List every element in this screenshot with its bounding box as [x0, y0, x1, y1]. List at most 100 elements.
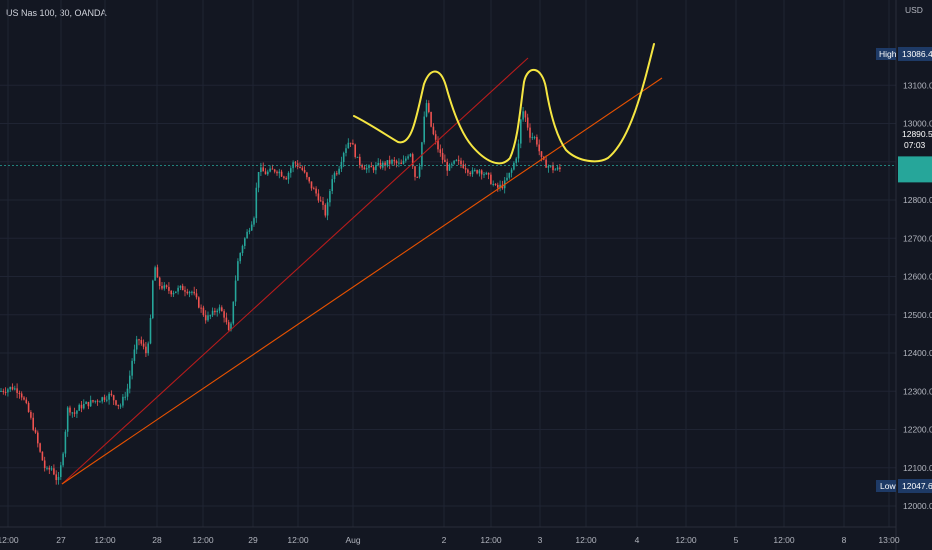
candle-body [211, 310, 214, 316]
candle-body [131, 360, 133, 376]
candle-body [437, 139, 439, 150]
candle-body [232, 301, 235, 324]
candle-body [246, 231, 248, 239]
red-trendline[interactable] [61, 57, 529, 485]
candle-body [133, 349, 136, 361]
candle-body [186, 291, 189, 294]
candle-body [175, 291, 177, 293]
candle-body [129, 375, 131, 389]
candle-body [191, 291, 193, 293]
candle-body [257, 171, 260, 188]
candle-body [391, 159, 393, 164]
candle-body [409, 154, 412, 157]
candle-body [322, 201, 324, 205]
x-tick-label: 4 [635, 535, 640, 545]
candle-body [209, 315, 212, 317]
candle-body [349, 142, 352, 144]
candle-body [149, 318, 152, 344]
candle-body [405, 158, 407, 161]
symbol-title: US Nas 100, 30, OANDA [6, 8, 107, 18]
high-value: 13086.4 [902, 49, 932, 59]
candle-body [154, 267, 156, 281]
candle-body [214, 310, 216, 313]
candle-body [172, 292, 175, 295]
candle-body [485, 172, 488, 175]
candle-body [244, 238, 246, 246]
candle-body [230, 323, 232, 331]
candle-body [106, 399, 108, 401]
candle-body [425, 103, 428, 117]
x-tick-label: 28 [152, 535, 162, 545]
candle-body [446, 162, 448, 171]
candle-body [55, 474, 57, 481]
candle-body [184, 290, 186, 292]
candle-body [227, 322, 230, 331]
candle-body [216, 310, 218, 313]
candle-body [423, 116, 425, 143]
candle-body [165, 285, 168, 287]
candle-body [152, 280, 154, 319]
candle-body [414, 166, 416, 177]
candlesticks [0, 99, 561, 485]
candle-body [352, 143, 354, 145]
orange-trendline[interactable] [61, 77, 663, 485]
candle-body [361, 165, 363, 168]
y-tick-label: 12500.0 [903, 310, 932, 320]
candle-body [122, 396, 124, 406]
candle-body [16, 388, 18, 393]
candle-body [559, 167, 561, 170]
candle-body [471, 170, 474, 175]
candle-body [11, 386, 14, 390]
candle-body [280, 171, 283, 177]
candle-body [147, 343, 149, 354]
candle-body [395, 161, 398, 164]
candle-body [520, 119, 522, 144]
candle-body [170, 290, 172, 295]
projection-drawing[interactable] [353, 43, 655, 165]
candle-body [526, 117, 529, 128]
candle-body [393, 159, 396, 162]
candle-body [248, 230, 251, 232]
candle-body [46, 467, 48, 469]
candle-body [462, 164, 465, 169]
candle-body [552, 165, 554, 171]
candle-body [30, 411, 32, 418]
candle-body [319, 200, 322, 202]
candle-body [43, 460, 46, 469]
candle-body [306, 172, 308, 178]
candle-body [556, 167, 559, 170]
candle-body [386, 160, 389, 166]
x-tick-label: 12:00 [94, 535, 116, 545]
candle-body [359, 156, 361, 166]
candle-body [290, 168, 292, 173]
candle-body [324, 204, 327, 216]
y-tick-label: 12100.0 [903, 463, 932, 473]
candle-body [303, 169, 306, 173]
candle-body [253, 218, 255, 225]
candle-body [260, 167, 262, 172]
candle-body [536, 137, 538, 145]
candle-body [331, 179, 333, 192]
candle-body [103, 397, 106, 400]
time-axis[interactable]: 12:00 27 12:00 28 12:00 29 12:00 Aug 2 12:00 3 12:0… [0, 535, 900, 545]
candle-body [375, 165, 377, 171]
candle-body [474, 170, 476, 172]
low-value: 12047.6 [902, 481, 932, 491]
candle-body [57, 476, 60, 481]
candle-body [338, 168, 340, 174]
candle-body [83, 403, 85, 409]
candle-body [271, 168, 274, 170]
candle-body [99, 401, 101, 403]
y-tick-label: 12200.0 [903, 425, 932, 435]
candle-body [326, 202, 329, 216]
x-tick-label: 12:00 [480, 535, 502, 545]
x-tick-label: 12:00 [192, 535, 214, 545]
candle-body [499, 184, 501, 188]
candle-body [23, 397, 25, 400]
candle-body [62, 453, 64, 466]
candle-body [540, 151, 543, 157]
candle-body [269, 168, 271, 172]
candle-body [517, 143, 520, 159]
candle-body [142, 343, 145, 347]
